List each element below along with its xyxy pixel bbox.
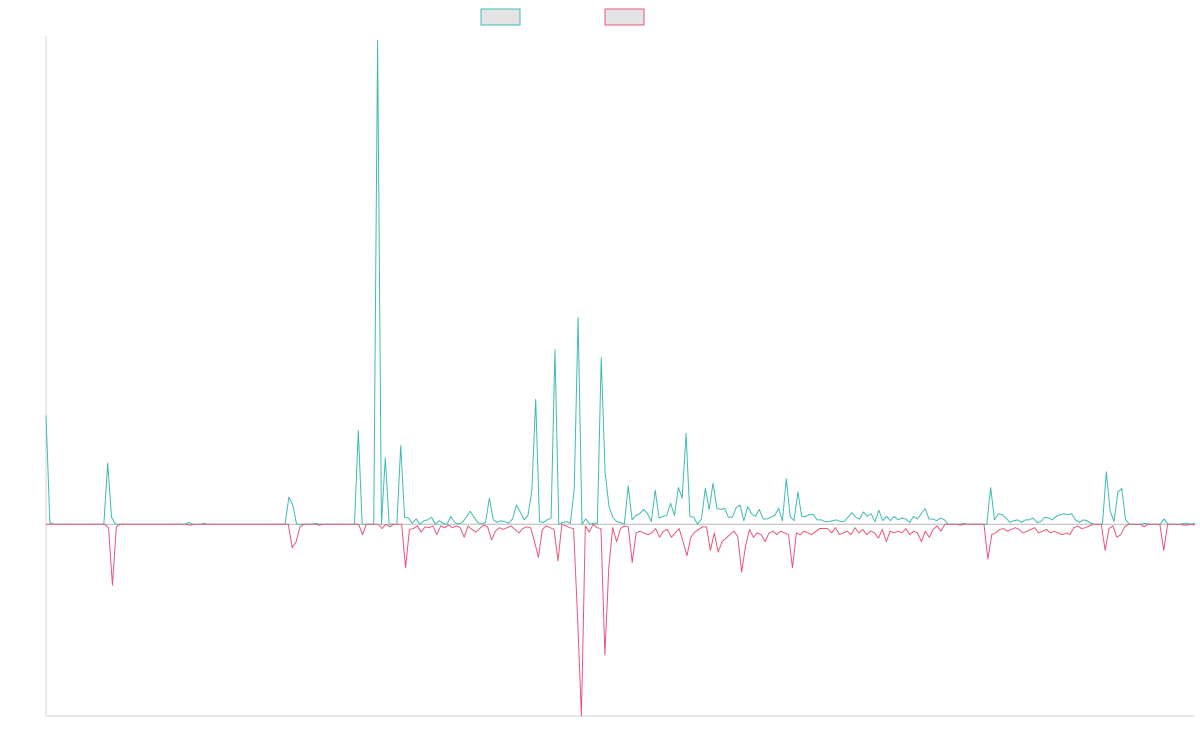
series-line-1 [45, 39, 1196, 525]
legend [480, 8, 645, 26]
plot-area [45, 39, 1196, 717]
legend-swatch-2[interactable] [604, 8, 645, 26]
legend-swatch-1[interactable] [480, 8, 521, 26]
series-line-2 [46, 523, 1196, 717]
